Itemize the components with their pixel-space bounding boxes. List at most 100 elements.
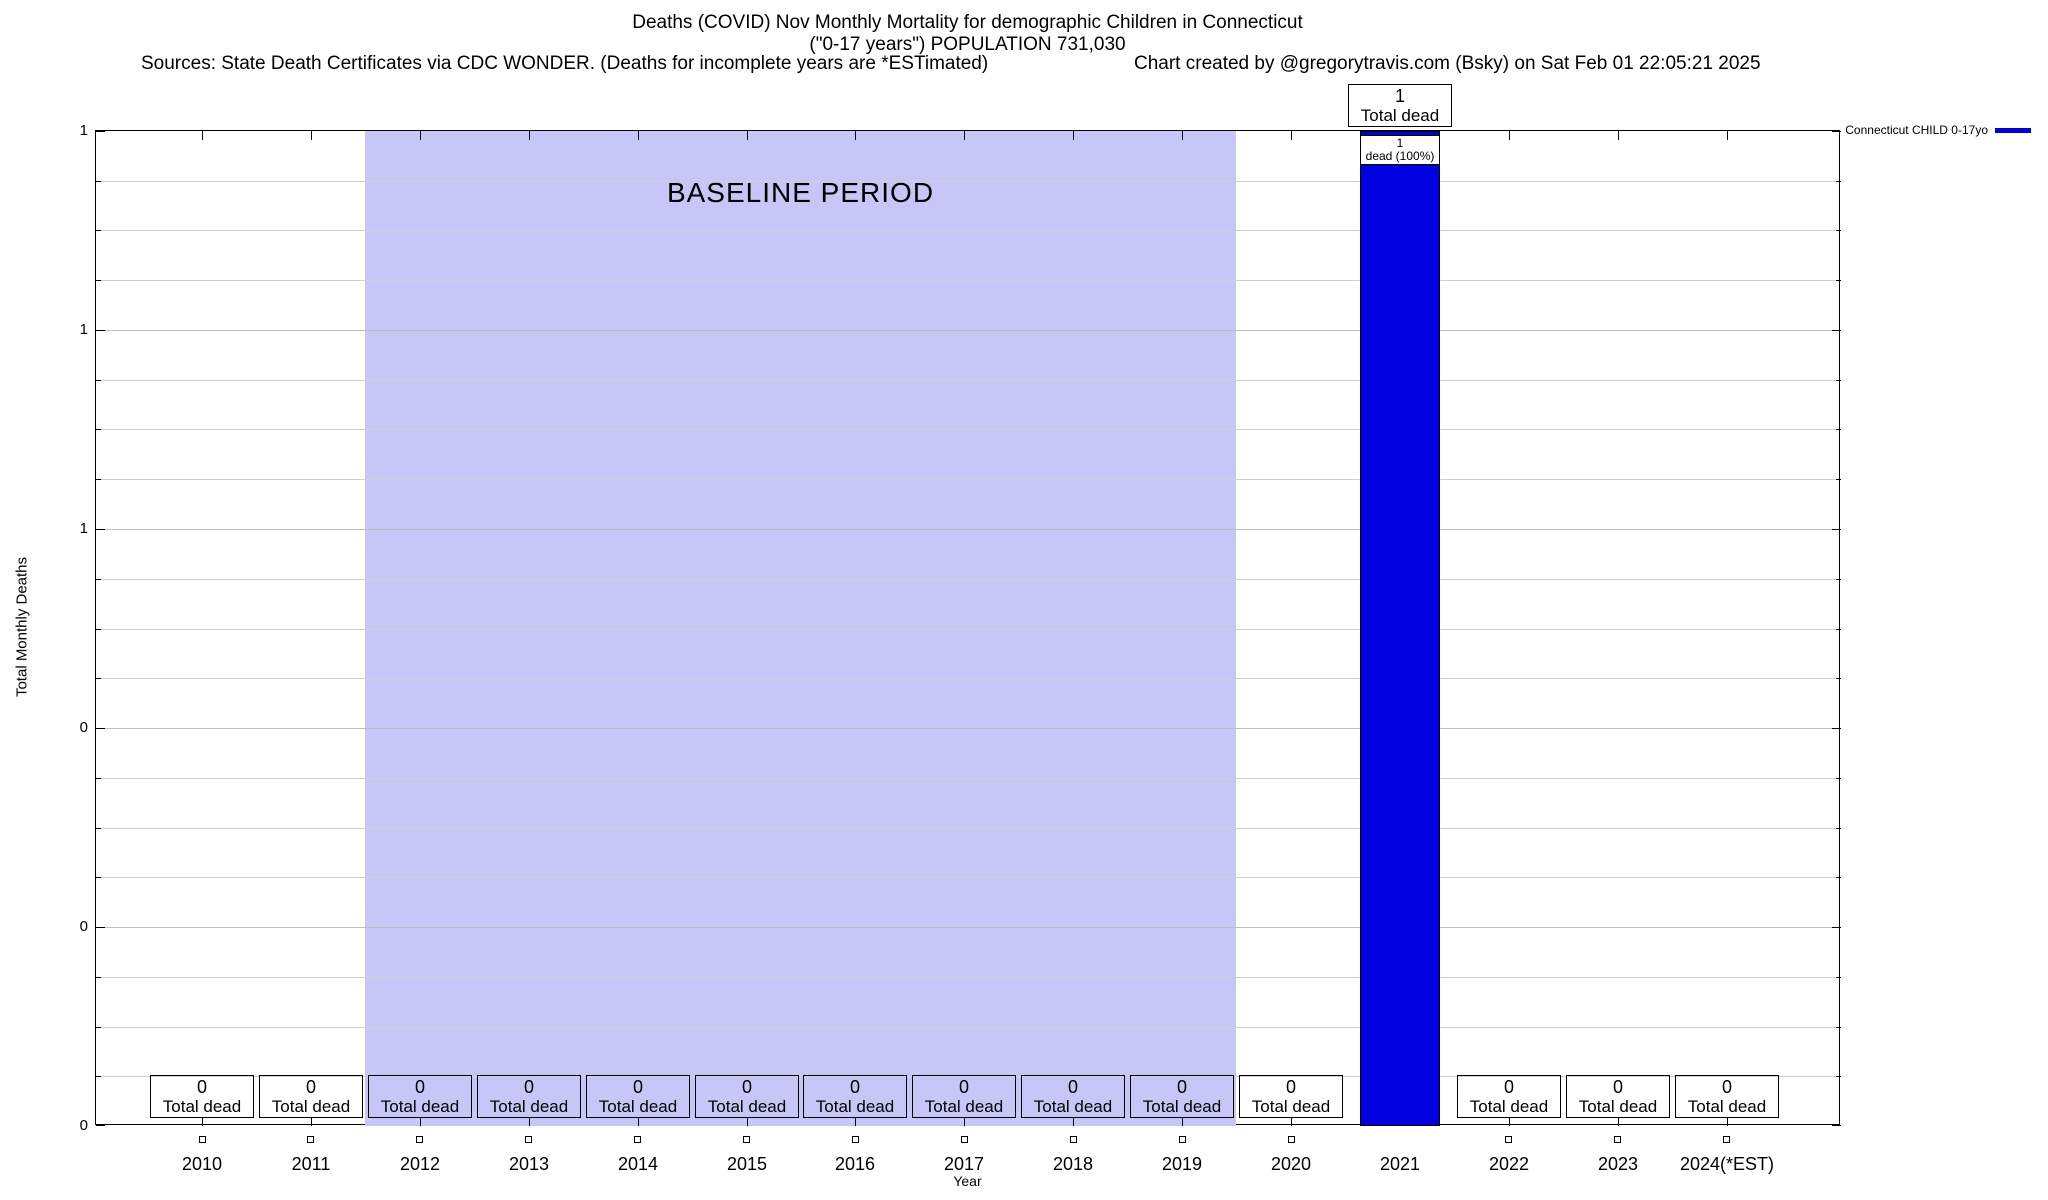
- meta-row: Sources: State Death Certificates via CD…: [0, 53, 2048, 77]
- y-tick-mark: [96, 927, 105, 928]
- y-tick-label: 1: [79, 321, 88, 338]
- zero-box-value: 0: [414, 1077, 425, 1097]
- x-tick-mark: [1509, 1117, 1510, 1126]
- x-tick-mark: [1073, 131, 1074, 140]
- zero-box: 0 Total dead: [695, 1075, 799, 1118]
- x-tick-label: 2022: [1488, 1154, 1530, 1174]
- zero-box: 0 Total dead: [803, 1075, 907, 1118]
- y-tick-mark: [1832, 1125, 1841, 1126]
- grid-line: [96, 678, 1841, 679]
- zero-box-label: Total dead: [815, 1097, 895, 1116]
- y-minor-tick-mark: [1836, 877, 1841, 878]
- grid-line: [96, 230, 1841, 231]
- grid-line: [96, 330, 1841, 331]
- y-tick-label: 1: [79, 520, 88, 537]
- legend-label: Connecticut CHILD 0-17yo: [1845, 123, 1988, 137]
- peak-inner-label: dead (100%): [1365, 149, 1435, 163]
- point-marker: [743, 1136, 750, 1143]
- point-marker: [307, 1136, 314, 1143]
- zero-box: 0 Total dead: [1021, 1075, 1125, 1118]
- zero-box: 0 Total dead: [1239, 1075, 1343, 1118]
- zero-box-value: 0: [741, 1077, 752, 1097]
- point-marker: [1723, 1136, 1730, 1143]
- zero-box-label: Total dead: [1251, 1097, 1331, 1116]
- zero-box-label: Total dead: [380, 1097, 460, 1116]
- x-tick-mark: [855, 131, 856, 140]
- grid-line: [96, 1027, 1841, 1028]
- legend-swatch: [1995, 127, 2031, 133]
- bar: [1360, 131, 1440, 1126]
- y-minor-tick-mark: [1836, 629, 1841, 630]
- grid-line: [96, 380, 1841, 381]
- y-minor-tick-mark: [1836, 181, 1841, 182]
- y-minor-tick-mark: [96, 380, 101, 381]
- point-marker: [1614, 1136, 1621, 1143]
- x-tick-mark: [529, 1117, 530, 1126]
- baseline-band-label: BASELINE PERIOD: [666, 177, 935, 208]
- y-minor-tick-mark: [96, 678, 101, 679]
- point-marker: [634, 1136, 641, 1143]
- x-tick-mark: [1182, 131, 1183, 140]
- y-minor-tick-mark: [1836, 479, 1841, 480]
- y-tick-label: 0: [79, 1117, 88, 1134]
- x-tick-mark: [638, 131, 639, 140]
- y-minor-tick-mark: [96, 230, 101, 231]
- point-marker: [961, 1136, 968, 1143]
- y-minor-tick-mark: [1836, 1027, 1841, 1028]
- x-tick-mark: [1618, 131, 1619, 140]
- y-minor-tick-mark: [96, 877, 101, 878]
- x-tick-mark: [1727, 131, 1728, 140]
- zero-box-value: 0: [1612, 1077, 1623, 1097]
- point-marker: [1179, 1136, 1186, 1143]
- grid-line: [96, 728, 1841, 729]
- point-marker: [416, 1136, 423, 1143]
- y-tick-mark: [96, 529, 105, 530]
- zero-box-label: Total dead: [1469, 1097, 1549, 1116]
- zero-box-value: 0: [1285, 1077, 1296, 1097]
- x-tick-label: 2015: [726, 1154, 768, 1174]
- y-tick-label: 0: [79, 918, 88, 935]
- point-marker: [199, 1136, 206, 1143]
- peak-inner-value: 1: [1396, 136, 1404, 150]
- x-tick-mark: [1509, 131, 1510, 140]
- peak-annotation-label: Total dead: [1360, 106, 1440, 125]
- x-tick-mark: [747, 1117, 748, 1126]
- zero-box-label: Total dead: [271, 1097, 351, 1116]
- zero-box: 0 Total dead: [150, 1075, 254, 1118]
- x-tick-label: 2017: [943, 1154, 985, 1174]
- grid-line: [96, 429, 1841, 430]
- x-tick-mark: [311, 1117, 312, 1126]
- zero-box-value: 0: [196, 1077, 207, 1097]
- y-minor-tick-mark: [96, 429, 101, 430]
- zero-box: 0 Total dead: [477, 1075, 581, 1118]
- y-minor-tick-mark: [96, 828, 101, 829]
- x-tick-label: 2019: [1161, 1154, 1203, 1174]
- point-marker: [1505, 1136, 1512, 1143]
- x-tick-label: 2011: [291, 1154, 331, 1174]
- zero-box-label: Total dead: [1578, 1097, 1658, 1116]
- legend: Connecticut CHILD 0-17yo: [1845, 123, 2031, 137]
- x-tick-mark: [964, 131, 965, 140]
- zero-box-value: 0: [958, 1077, 969, 1097]
- x-tick-label: 2023: [1597, 1154, 1639, 1174]
- zero-box-label: Total dead: [924, 1097, 1004, 1116]
- zero-box-value: 0: [1503, 1077, 1514, 1097]
- baseline-band: [365, 131, 1236, 1126]
- y-minor-tick-mark: [96, 280, 101, 281]
- zero-box-value: 0: [1176, 1077, 1187, 1097]
- point-marker: [1070, 1136, 1077, 1143]
- y-minor-tick-mark: [96, 1076, 101, 1077]
- zero-box-value: 0: [305, 1077, 316, 1097]
- y-minor-tick-mark: [1836, 678, 1841, 679]
- chart-header: Deaths (COVID) Nov Monthly Mortality for…: [95, 12, 1840, 56]
- zero-box-value: 0: [1067, 1077, 1078, 1097]
- zero-box-value: 0: [632, 1077, 643, 1097]
- y-tick-label: 1: [79, 122, 88, 139]
- zero-box: 0 Total dead: [368, 1075, 472, 1118]
- point-marker: [1288, 1136, 1295, 1143]
- zero-box: 0 Total dead: [259, 1075, 363, 1118]
- grid-line: [96, 529, 1841, 530]
- x-tick-label: 2014: [617, 1154, 659, 1174]
- y-minor-tick-mark: [1836, 828, 1841, 829]
